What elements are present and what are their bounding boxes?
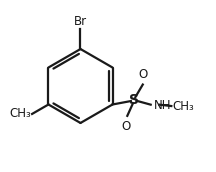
Text: O: O [139,68,148,81]
Text: CH₃: CH₃ [172,100,194,113]
Text: O: O [122,120,131,133]
Text: CH₃: CH₃ [10,108,31,120]
Text: NH: NH [154,99,171,111]
Text: Br: Br [74,14,87,28]
Text: S: S [129,93,139,107]
